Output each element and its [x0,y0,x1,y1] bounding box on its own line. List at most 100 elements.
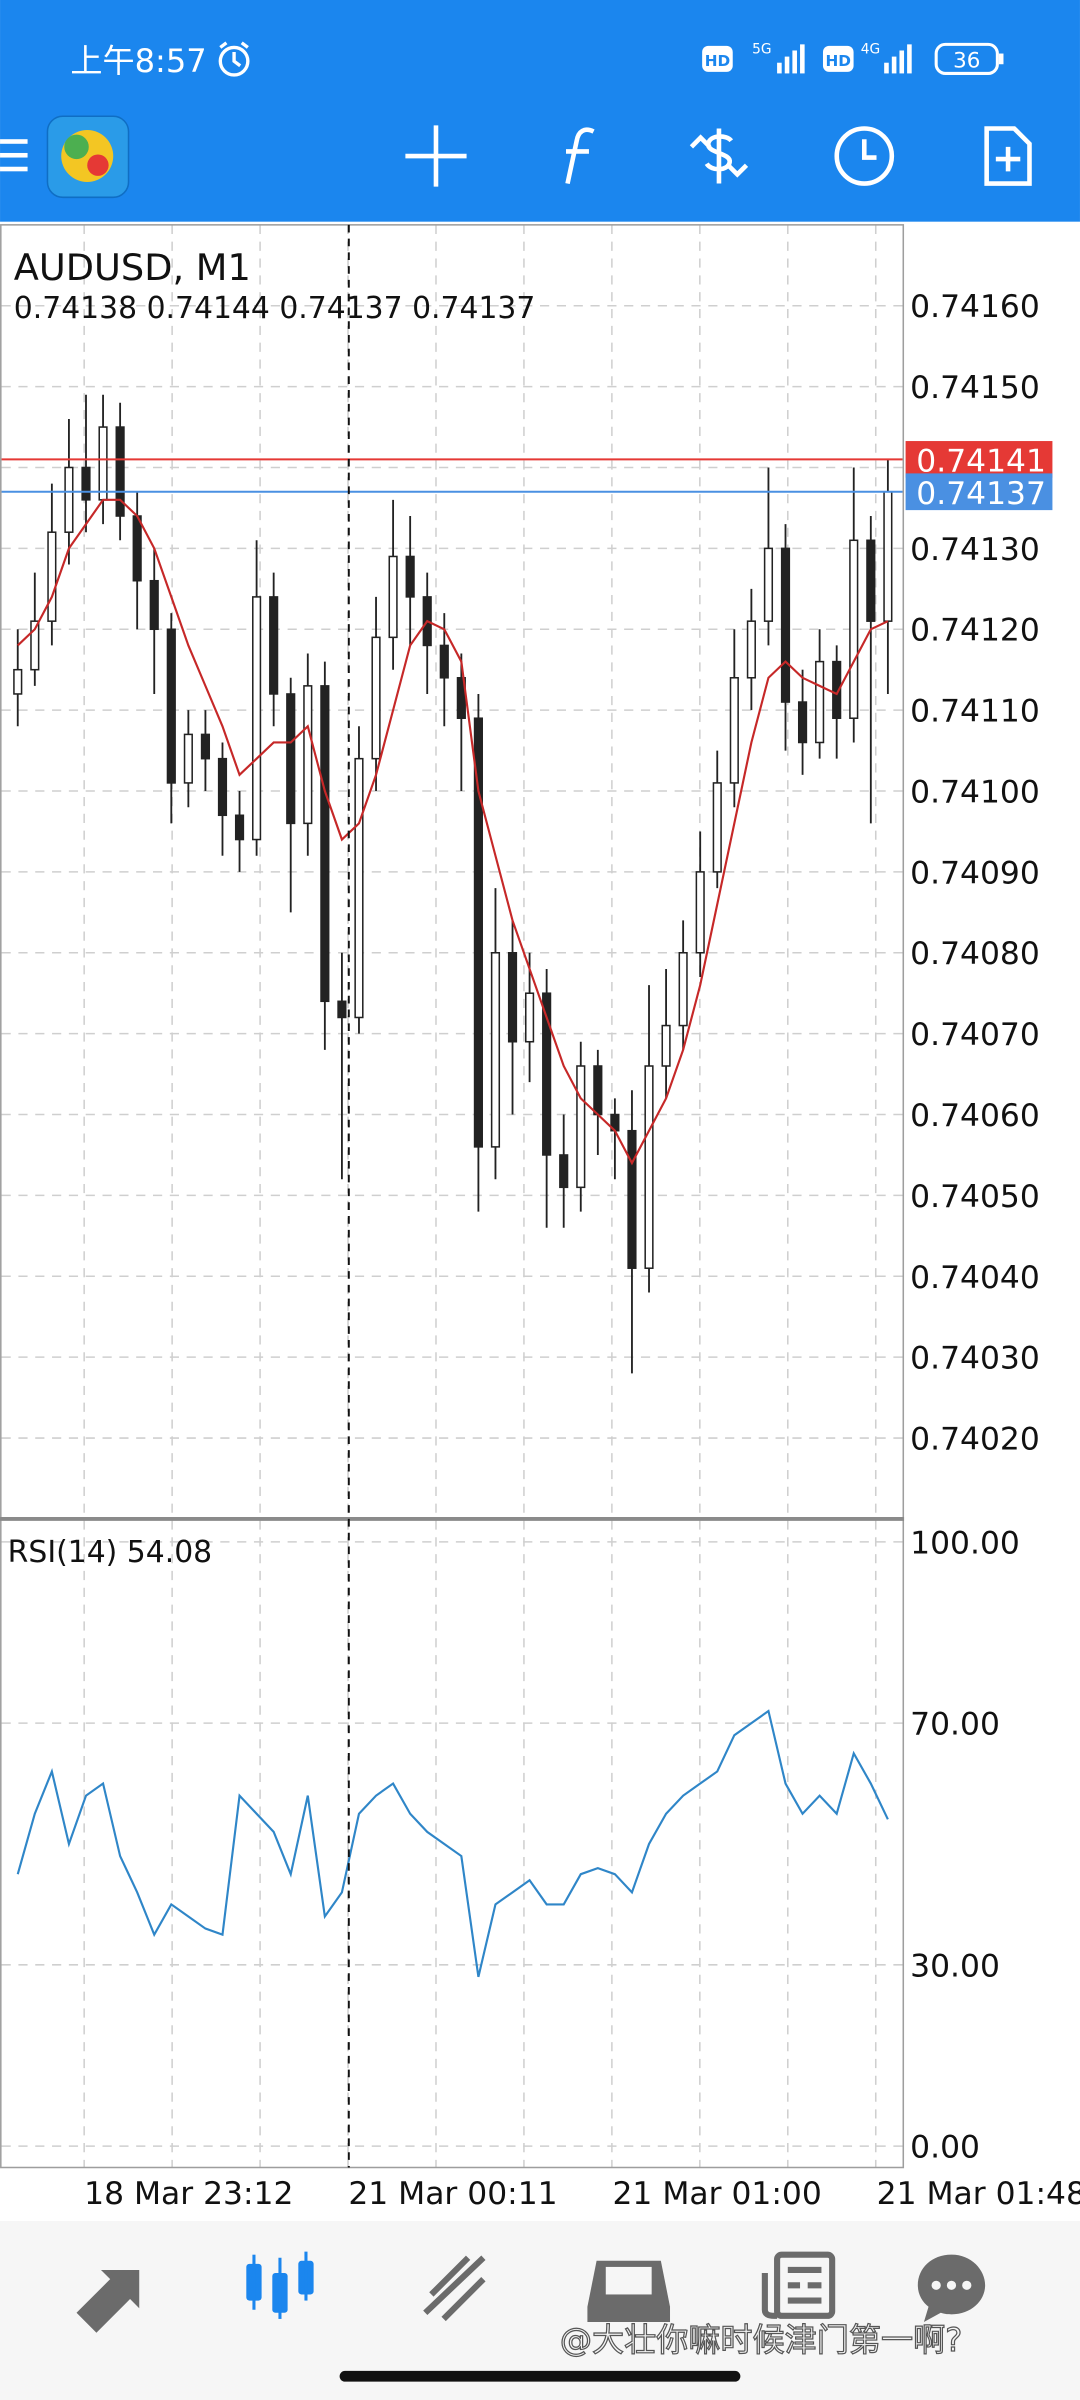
crosshair-button[interactable] [405,125,467,187]
candle-body [337,1000,347,1019]
y-tick-label: 0.74090 [910,855,1040,891]
home-indicator [339,2370,741,2382]
chart-tab[interactable] [246,2251,314,2319]
indicators-button[interactable] [565,127,595,185]
ask-label: 0.74137 [916,476,1046,512]
candle-body [866,539,876,622]
candle-body [593,1065,603,1116]
alarm-icon [218,41,250,77]
rsi-title: RSI(14) 54.08 [8,1535,212,1570]
y-tick-label: 0.74120 [910,613,1040,649]
x-tick-label: 21 Mar 01:00 [613,2176,822,2212]
y-tick-label: 0.74160 [910,289,1040,325]
y-tick-label: 0.74070 [910,1017,1040,1053]
history-tab[interactable] [587,2260,671,2322]
plot: 0.741600.741500.741400.741300.741200.741… [1,224,1080,2212]
bid-label-box [905,441,1053,478]
period-button[interactable] [834,126,895,186]
y-tick-label: 70.00 [910,1707,1000,1743]
objects-button[interactable] [984,126,1032,186]
x-tick-label: 21 Mar 00:11 [348,2176,557,2212]
y-tick-label: 100.00 [910,1525,1020,1561]
y-tick-label: 0.74040 [910,1260,1040,1296]
candle-body [200,733,211,760]
net-label: 4G [861,42,880,58]
y-tick-label: 0.74020 [910,1422,1040,1458]
battery-level: 36 [953,48,980,73]
watermark: @大壮你嘛时候津门第一啊? [560,2321,962,2359]
rsi-line [16,1709,889,1978]
candle-body [678,952,688,1027]
candle-body [524,992,535,1043]
toolbar [0,115,1032,199]
candle-body [81,466,91,501]
candle-body [115,426,125,517]
x-tick-label: 18 Mar 23:12 [84,2176,293,2212]
quote-text: 0.74138 0.74144 0.74137 0.74137 [14,291,536,326]
candle-body [780,547,791,703]
candle-body [746,620,756,679]
candle-body [695,871,705,954]
status-time: 上午8:57 [70,42,206,80]
candle-body [47,531,57,622]
quotes-tab[interactable] [76,2269,140,2333]
candle-body [303,685,313,825]
bottom-nav-icons [76,2251,986,2333]
candle-body [371,636,381,760]
candle-body [473,717,483,1148]
hd-label: HD [826,52,851,70]
candle-body [797,701,808,744]
candle-body [269,596,279,695]
candle-body [507,952,518,1043]
moving-average [17,498,889,1166]
y-tick-label: 0.00 [910,2130,980,2166]
y-tick-label: 0.74130 [910,532,1040,568]
candle-body [320,685,330,1003]
candle-body [64,466,74,533]
candle-body [354,757,364,1019]
candle-body [234,814,245,841]
candle-body [166,628,176,784]
top-bar [0,0,1080,222]
y-tick-label: 0.74080 [910,936,1040,972]
status-icons: HD 5G HD 4G 36 [702,42,1004,75]
news-tab[interactable] [761,2251,836,2319]
candle-body [183,733,193,784]
chat-tab[interactable] [917,2254,986,2322]
candle-body [627,1129,637,1269]
candle-body [559,1154,569,1189]
trade-tab[interactable] [423,2255,486,2322]
candle-body [13,668,23,695]
candle-body [149,579,159,631]
candle-body [644,1065,654,1269]
chart-frame [0,224,905,2169]
candle-body [729,677,739,784]
net-label: 5G [752,42,771,58]
x-tick-label: 21 Mar 01:48 [877,2176,1080,2212]
menu-button[interactable] [0,139,28,172]
chart-area [0,221,1080,2222]
ask-label-box [905,473,1053,511]
y-tick-label: 0.74150 [910,370,1040,406]
candle-body [286,693,296,825]
candle-body [439,644,449,679]
candle-body [98,426,108,501]
y-tick-label: 0.74030 [910,1341,1040,1377]
candle-body [132,515,142,582]
candle-body [542,992,552,1156]
hd-label: HD [705,52,730,70]
candle-body [763,547,774,622]
app-icon[interactable] [46,115,130,199]
y-tick-label: 0.74110 [910,694,1040,730]
candle-body [217,757,228,817]
candle-body [712,782,722,873]
trade-button[interactable] [689,128,749,184]
y-tick-label: 0.74100 [910,774,1040,810]
y-tick-label: 30.00 [910,1948,1000,1984]
candle-body [576,1065,586,1189]
candle-body [30,620,40,671]
bottom-nav [0,2221,1080,2400]
candle-body [661,1024,671,1067]
